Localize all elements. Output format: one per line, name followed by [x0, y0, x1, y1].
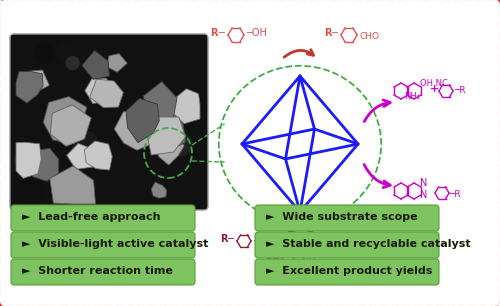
Text: N: N [420, 178, 428, 188]
Circle shape [18, 177, 44, 204]
Polygon shape [172, 89, 200, 124]
FancyArrowPatch shape [290, 230, 313, 237]
Circle shape [66, 57, 79, 69]
Circle shape [72, 131, 98, 157]
FancyArrowPatch shape [364, 100, 390, 121]
Polygon shape [84, 141, 112, 170]
Polygon shape [158, 134, 184, 165]
Polygon shape [106, 54, 128, 72]
FancyBboxPatch shape [11, 259, 195, 285]
Text: ─OH: ─OH [246, 28, 267, 38]
Text: ─: ─ [227, 234, 233, 244]
Text: ─R: ─R [454, 86, 466, 95]
Circle shape [165, 93, 181, 109]
FancyArrowPatch shape [364, 165, 390, 188]
FancyBboxPatch shape [255, 205, 439, 231]
Polygon shape [114, 110, 152, 150]
Polygon shape [90, 79, 124, 108]
Polygon shape [126, 98, 160, 143]
Polygon shape [85, 78, 114, 104]
FancyBboxPatch shape [255, 232, 439, 258]
Circle shape [168, 133, 192, 156]
Text: ─: ─ [272, 254, 278, 264]
Polygon shape [44, 97, 87, 144]
Text: R: R [265, 254, 272, 264]
Polygon shape [146, 117, 186, 155]
Polygon shape [30, 148, 59, 181]
Text: R: R [220, 234, 228, 244]
Text: ─: ─ [218, 28, 224, 38]
Polygon shape [50, 166, 96, 204]
Text: ►  Excellent product yields: ► Excellent product yields [266, 266, 432, 276]
Text: ►  Lead-free approach: ► Lead-free approach [22, 212, 160, 222]
Text: R: R [210, 28, 218, 38]
Text: ─NO₂: ─NO₂ [253, 237, 276, 246]
Text: ►  Shorter reaction time: ► Shorter reaction time [22, 266, 173, 276]
Polygon shape [16, 144, 38, 168]
Text: NH₂: NH₂ [404, 92, 420, 101]
Text: ►  Wide substrate scope: ► Wide substrate scope [266, 212, 418, 222]
Text: +: + [430, 84, 440, 94]
Polygon shape [143, 81, 177, 120]
Text: CHO: CHO [359, 32, 379, 41]
FancyBboxPatch shape [10, 34, 208, 210]
Text: R: R [324, 28, 332, 38]
FancyArrowPatch shape [284, 50, 314, 57]
Polygon shape [50, 105, 91, 146]
Text: ─NH₂: ─NH₂ [297, 257, 320, 266]
Circle shape [55, 44, 72, 62]
FancyBboxPatch shape [255, 259, 439, 285]
FancyBboxPatch shape [11, 205, 195, 231]
FancyBboxPatch shape [11, 232, 195, 258]
Text: N: N [420, 190, 428, 200]
Text: ─: ─ [331, 28, 337, 38]
Polygon shape [67, 144, 94, 170]
Circle shape [32, 176, 44, 188]
Polygon shape [16, 142, 41, 178]
Polygon shape [146, 107, 186, 150]
Text: ►  Visible-light active catalyst: ► Visible-light active catalyst [22, 239, 208, 249]
Text: ─R: ─R [449, 190, 460, 199]
Polygon shape [22, 70, 50, 93]
Polygon shape [151, 182, 166, 198]
Text: OH NC: OH NC [420, 79, 448, 88]
Circle shape [35, 44, 54, 64]
Polygon shape [82, 50, 110, 79]
Text: ►  Stable and recyclable catalyst: ► Stable and recyclable catalyst [266, 239, 470, 249]
Polygon shape [16, 72, 43, 103]
